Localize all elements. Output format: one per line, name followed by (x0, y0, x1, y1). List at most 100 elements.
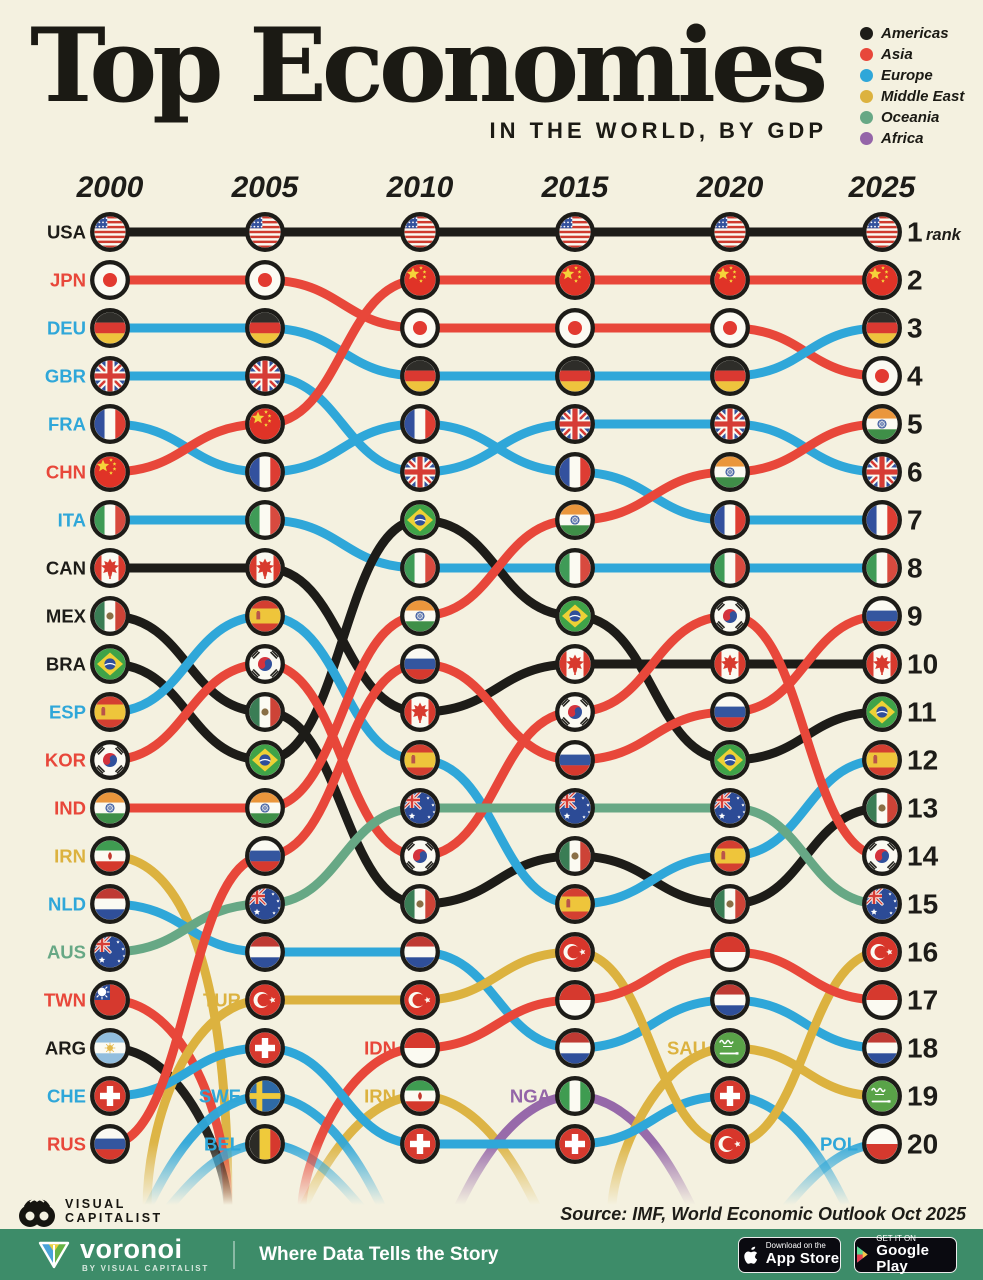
rank-label-1: 1 (907, 217, 923, 248)
node-ITA-2005 (245, 500, 285, 540)
rank-label-2: 2 (907, 265, 923, 296)
node-AUS-2020 (710, 788, 750, 828)
node-ESP-2005 (245, 596, 285, 636)
country-label-BRA: BRA (46, 654, 86, 675)
node-ESP-2015 (555, 884, 595, 924)
node-NLD-2025 (862, 1028, 902, 1068)
rank-label-9: 9 (907, 601, 923, 632)
country-label-RUS: RUS (47, 1134, 86, 1155)
legend-label: Asia (881, 46, 913, 63)
node-JPN-2020 (710, 308, 750, 348)
node-FRA-2010 (400, 404, 440, 444)
node-TWN-2000 (90, 980, 130, 1020)
node-SWE-2005 (245, 1076, 285, 1116)
segment-DEU (729, 323, 883, 381)
node-IND-2010 (400, 596, 440, 636)
segment-CHE (109, 1043, 266, 1101)
node-BRA-2025 (862, 692, 902, 732)
legend-dot (860, 132, 873, 145)
legend-label: Americas (881, 25, 949, 42)
node-USA-2005 (245, 212, 285, 252)
segment-CHN (264, 275, 421, 429)
segment-JPN (264, 275, 421, 333)
country-label-JPN: JPN (50, 270, 86, 291)
vc-wordmark-line1: VISUAL (65, 1197, 126, 1212)
legend-label: Africa (881, 130, 924, 147)
country-label-FRA: FRA (48, 414, 86, 435)
node-AUS-2010 (400, 788, 440, 828)
entry-label-SAU-2020: SAU (667, 1038, 706, 1059)
segment-NLD (419, 947, 576, 1053)
node-MEX-2025 (862, 788, 902, 828)
segment-TUR (419, 947, 576, 1005)
node-FRA-2015 (555, 452, 595, 492)
node-MEX-2005 (245, 692, 285, 732)
entry-label-IRN-2010: IRN (364, 1086, 396, 1107)
node-CHE-2010 (400, 1124, 440, 1164)
google-play-badge-line1: GET IT ON (876, 1233, 916, 1243)
segment-TUR (729, 947, 883, 1149)
legend-item-asia: Asia (860, 44, 964, 65)
rank-label-11: 11 (907, 697, 937, 728)
vc-wordmark-line2: CAPITALIST (65, 1211, 163, 1225)
segment-RUS (729, 611, 883, 717)
year-label-2015: 2015 (541, 171, 610, 204)
segment-KOR (109, 659, 266, 765)
segment-ESP (419, 755, 576, 909)
node-CHN-2015 (555, 260, 595, 300)
node-DEU-2010 (400, 356, 440, 396)
country-label-AUS: AUS (47, 942, 86, 963)
country-label-IRN: IRN (54, 846, 86, 867)
segment-RUS (109, 851, 266, 1149)
node-TUR-2005 (245, 980, 285, 1020)
page-title: Top Economies (30, 6, 828, 126)
node-DEU-2000 (90, 308, 130, 348)
node-CHE-2015 (555, 1124, 595, 1164)
segment-CHE (264, 1043, 421, 1149)
node-USA-2020 (710, 212, 750, 252)
node-TUR-2025 (862, 932, 902, 972)
node-BRA-2010 (400, 500, 440, 540)
node-RUS-2010 (400, 644, 440, 684)
node-KOR-2020 (710, 596, 750, 636)
app-store-badge[interactable]: Download on the App Store (738, 1236, 841, 1273)
node-NLD-2020 (710, 980, 750, 1020)
segment-FRA (264, 419, 421, 477)
year-label-2010: 2010 (386, 171, 454, 204)
rank-label-14: 14 (907, 841, 939, 872)
rank-label-20: 20 (907, 1129, 938, 1160)
segment-IND (729, 419, 883, 477)
node-KOR-2015 (555, 692, 595, 732)
segment-IND (264, 611, 421, 813)
node-AUS-2005 (245, 884, 285, 924)
rank-label-4: 4 (907, 361, 923, 392)
node-DEU-2025 (862, 308, 902, 348)
segment-MEX (419, 851, 576, 909)
rank-label-6: 6 (907, 457, 923, 488)
node-USA-2025 (862, 212, 902, 252)
segment-IND (574, 467, 731, 525)
country-label-MEX: MEX (46, 606, 87, 627)
node-GBR-2015 (555, 404, 595, 444)
segment-AUS (109, 899, 266, 957)
segment-IND (419, 515, 576, 621)
node-RUS-2000 (90, 1124, 130, 1164)
node-POL-2025 (862, 1124, 902, 1164)
country-label-CAN: CAN (46, 558, 86, 579)
node-GBR-2005 (245, 356, 285, 396)
node-KOR-2010 (400, 836, 440, 876)
google-play-badge[interactable]: GET IT ON Google Play (854, 1233, 957, 1274)
country-label-CHE: CHE (47, 1086, 86, 1107)
node-BEL-2005 (245, 1124, 285, 1164)
node-RUS-2020 (710, 692, 750, 732)
year-label-2025: 2025 (848, 171, 917, 204)
segment-ESP (109, 611, 266, 717)
node-BRA-2005 (245, 740, 285, 780)
exit-IRN (109, 851, 233, 1209)
country-label-KOR: KOR (45, 750, 86, 771)
source-text: Source: IMF, World Economic Outlook Oct … (560, 1204, 966, 1224)
segment-IDN (419, 995, 576, 1053)
segment-ITA (264, 515, 421, 573)
rank-label-10: 10 (907, 649, 938, 680)
